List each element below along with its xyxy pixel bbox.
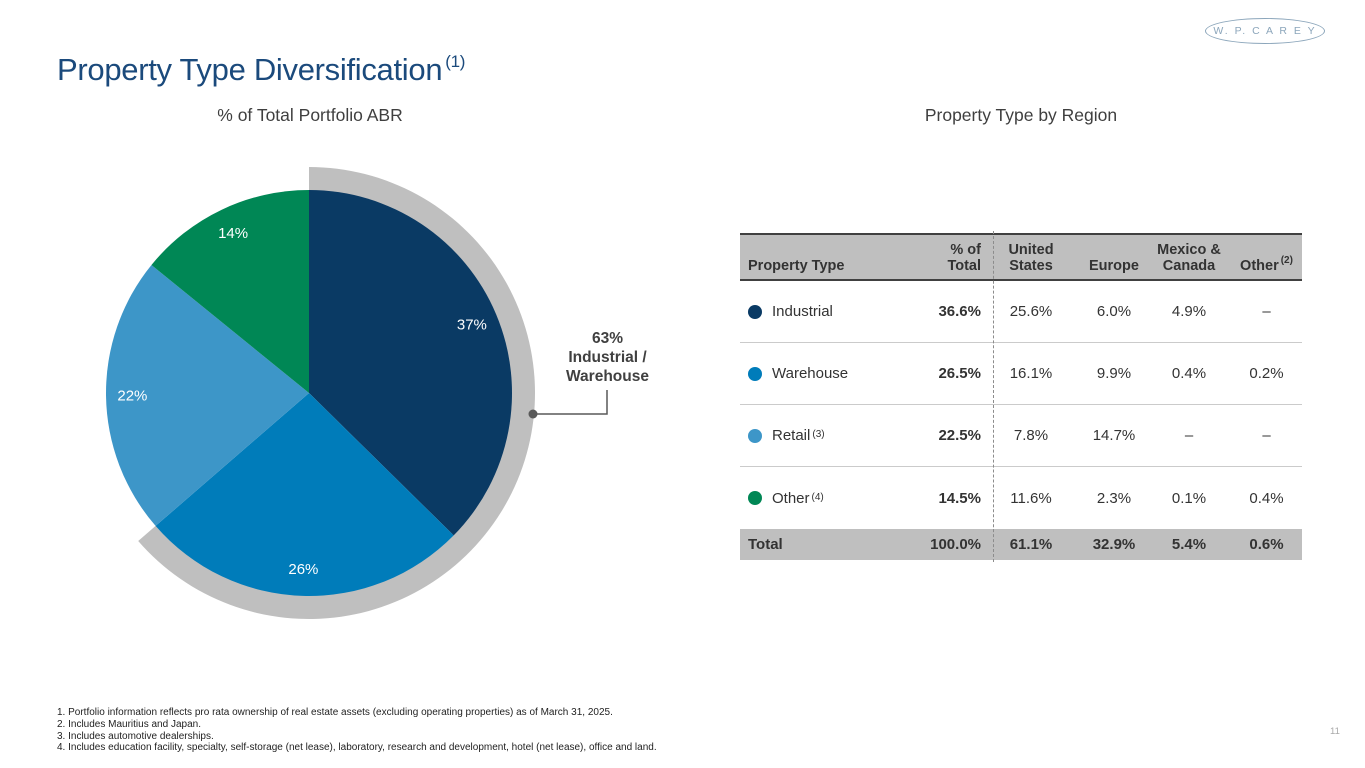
header-other: Other (2) xyxy=(1240,254,1293,274)
row-label-cell: Other (4) xyxy=(740,490,885,507)
pie-label-industrial: 37% xyxy=(457,316,487,333)
pie-label-retail: 22% xyxy=(117,387,147,404)
pie-label-warehouse: 26% xyxy=(288,561,318,578)
cell-us: 11.6% xyxy=(1010,489,1052,507)
header-other-sup: (2) xyxy=(1280,254,1293,266)
row-label: Industrial xyxy=(772,303,833,320)
table-section-title: Property Type by Region xyxy=(924,105,1118,125)
pie-slice-other xyxy=(151,190,309,393)
legend-dot-other xyxy=(748,491,762,505)
total-other: 0.6% xyxy=(1249,536,1284,553)
cell-other: – xyxy=(1262,303,1271,320)
row-label: Other xyxy=(772,489,810,507)
cell-pct_total: 14.5% xyxy=(938,489,981,507)
footnote-item: 4. Includes education facility, specialt… xyxy=(57,742,657,754)
cell-us: 7.8% xyxy=(1013,427,1049,444)
cell-mexico_canada: 4.9% xyxy=(1171,303,1207,320)
header-europe: Europe xyxy=(1089,257,1139,274)
table-header-row: Property Type % of Total United States Euro… xyxy=(740,233,1302,281)
cell-europe: 9.9% xyxy=(1096,365,1132,382)
pie-chart: 37% 26% 22% 14% xyxy=(105,167,608,619)
row-label-cell: Retail (3) xyxy=(740,427,885,444)
header-united-states: United States xyxy=(1008,242,1054,274)
pie-slice-warehouse xyxy=(155,393,454,596)
total-europe: 32.9% xyxy=(1092,536,1136,553)
table-row-industrial: Industrial 36.6% 25.6% 6.0% 4.9% – xyxy=(740,281,1302,343)
cell-europe: 6.0% xyxy=(1096,303,1132,320)
row-label: Retail xyxy=(772,427,811,444)
cell-pct_total: 22.5% xyxy=(938,427,981,444)
callout-line1: 63% xyxy=(591,330,624,347)
row-label-sup: (4) xyxy=(811,491,824,503)
cell-europe: 14.7% xyxy=(1092,427,1136,444)
cell-mexico_canada: 0.4% xyxy=(1171,365,1207,382)
row-label: Warehouse xyxy=(772,365,849,382)
legend-dot-warehouse xyxy=(748,366,762,381)
cell-other: 0.2% xyxy=(1249,365,1284,382)
footnote-item: 1. Portfolio information reflects pro ra… xyxy=(57,707,613,718)
row-label-cell: Industrial xyxy=(740,303,885,320)
region-table: Property Type % of Total United States Euro… xyxy=(740,233,1302,560)
pie-section-title: % of Total Portfolio ABR xyxy=(217,105,403,125)
footnote-item: 2. Includes Mauritius and Japan. xyxy=(57,718,201,730)
pie-label-other: 14% xyxy=(218,225,248,242)
page-number: 11 xyxy=(1330,726,1340,737)
table-total-row: Total 100.0% 61.1% 32.9% 5.4% 0.6% xyxy=(740,529,1302,560)
footnote-item: 3. Includes automotive dealerships. xyxy=(57,730,214,742)
highlight-arc-63pct xyxy=(138,167,535,619)
title-footnote-ref: (1) xyxy=(445,51,466,71)
footnotes: 1. Portfolio information reflects pro ra… xyxy=(57,707,657,754)
cell-pct_total: 36.6% xyxy=(938,303,981,320)
cell-us: 25.6% xyxy=(1009,303,1053,320)
callout-line3: Warehouse xyxy=(566,368,649,385)
callout-connector-dot xyxy=(528,409,538,419)
pie-slice-retail xyxy=(105,264,309,526)
table-row-retail: Retail (3) 22.5% 7.8% 14.7% – – xyxy=(740,405,1302,467)
legend-dot-retail xyxy=(748,428,762,443)
cell-other: 0.4% xyxy=(1249,489,1284,507)
total-us: 61.1% xyxy=(1009,536,1053,553)
callout-industrial-warehouse: 63% Industrial / Warehouse xyxy=(545,329,670,386)
cell-us: 16.1% xyxy=(1009,365,1053,382)
legend-dot-industrial xyxy=(748,304,762,319)
cell-pct_total: 26.5% xyxy=(938,365,981,382)
wp-carey-logo: W. P. C A R E Y xyxy=(1205,18,1325,44)
callout-line2: Industrial / xyxy=(568,349,647,366)
table-row-other: Other (4) 14.5% 11.6% 2.3% 0.1% 0.4% xyxy=(740,467,1302,529)
table-row-warehouse: Warehouse 26.5% 16.1% 9.9% 0.4% 0.2% xyxy=(740,343,1302,405)
page-title-text: Property Type Diversification xyxy=(57,52,443,87)
pie-slice-industrial xyxy=(309,190,512,536)
callout-connector-line xyxy=(533,390,608,415)
cell-mexico_canada: 0.1% xyxy=(1171,489,1207,507)
row-label-sup: (3) xyxy=(812,429,825,440)
total-label: Total xyxy=(748,536,783,553)
page-title: Property Type Diversification (1) xyxy=(57,52,465,88)
cell-other: – xyxy=(1262,427,1271,444)
row-label-cell: Warehouse xyxy=(740,365,885,382)
header-property-type: Property Type xyxy=(748,257,845,274)
logo-text: W. P. C A R E Y xyxy=(1213,25,1317,37)
total-pct_total: 100.0% xyxy=(930,536,981,553)
header-pct-total: % of Total xyxy=(947,242,981,274)
total-mexico_canada: 5.4% xyxy=(1171,536,1207,553)
header-mexico-canada: Mexico & Canada xyxy=(1157,242,1221,274)
table-dashed-divider xyxy=(993,231,994,562)
cell-mexico_canada: – xyxy=(1184,427,1194,444)
cell-europe: 2.3% xyxy=(1096,489,1132,507)
